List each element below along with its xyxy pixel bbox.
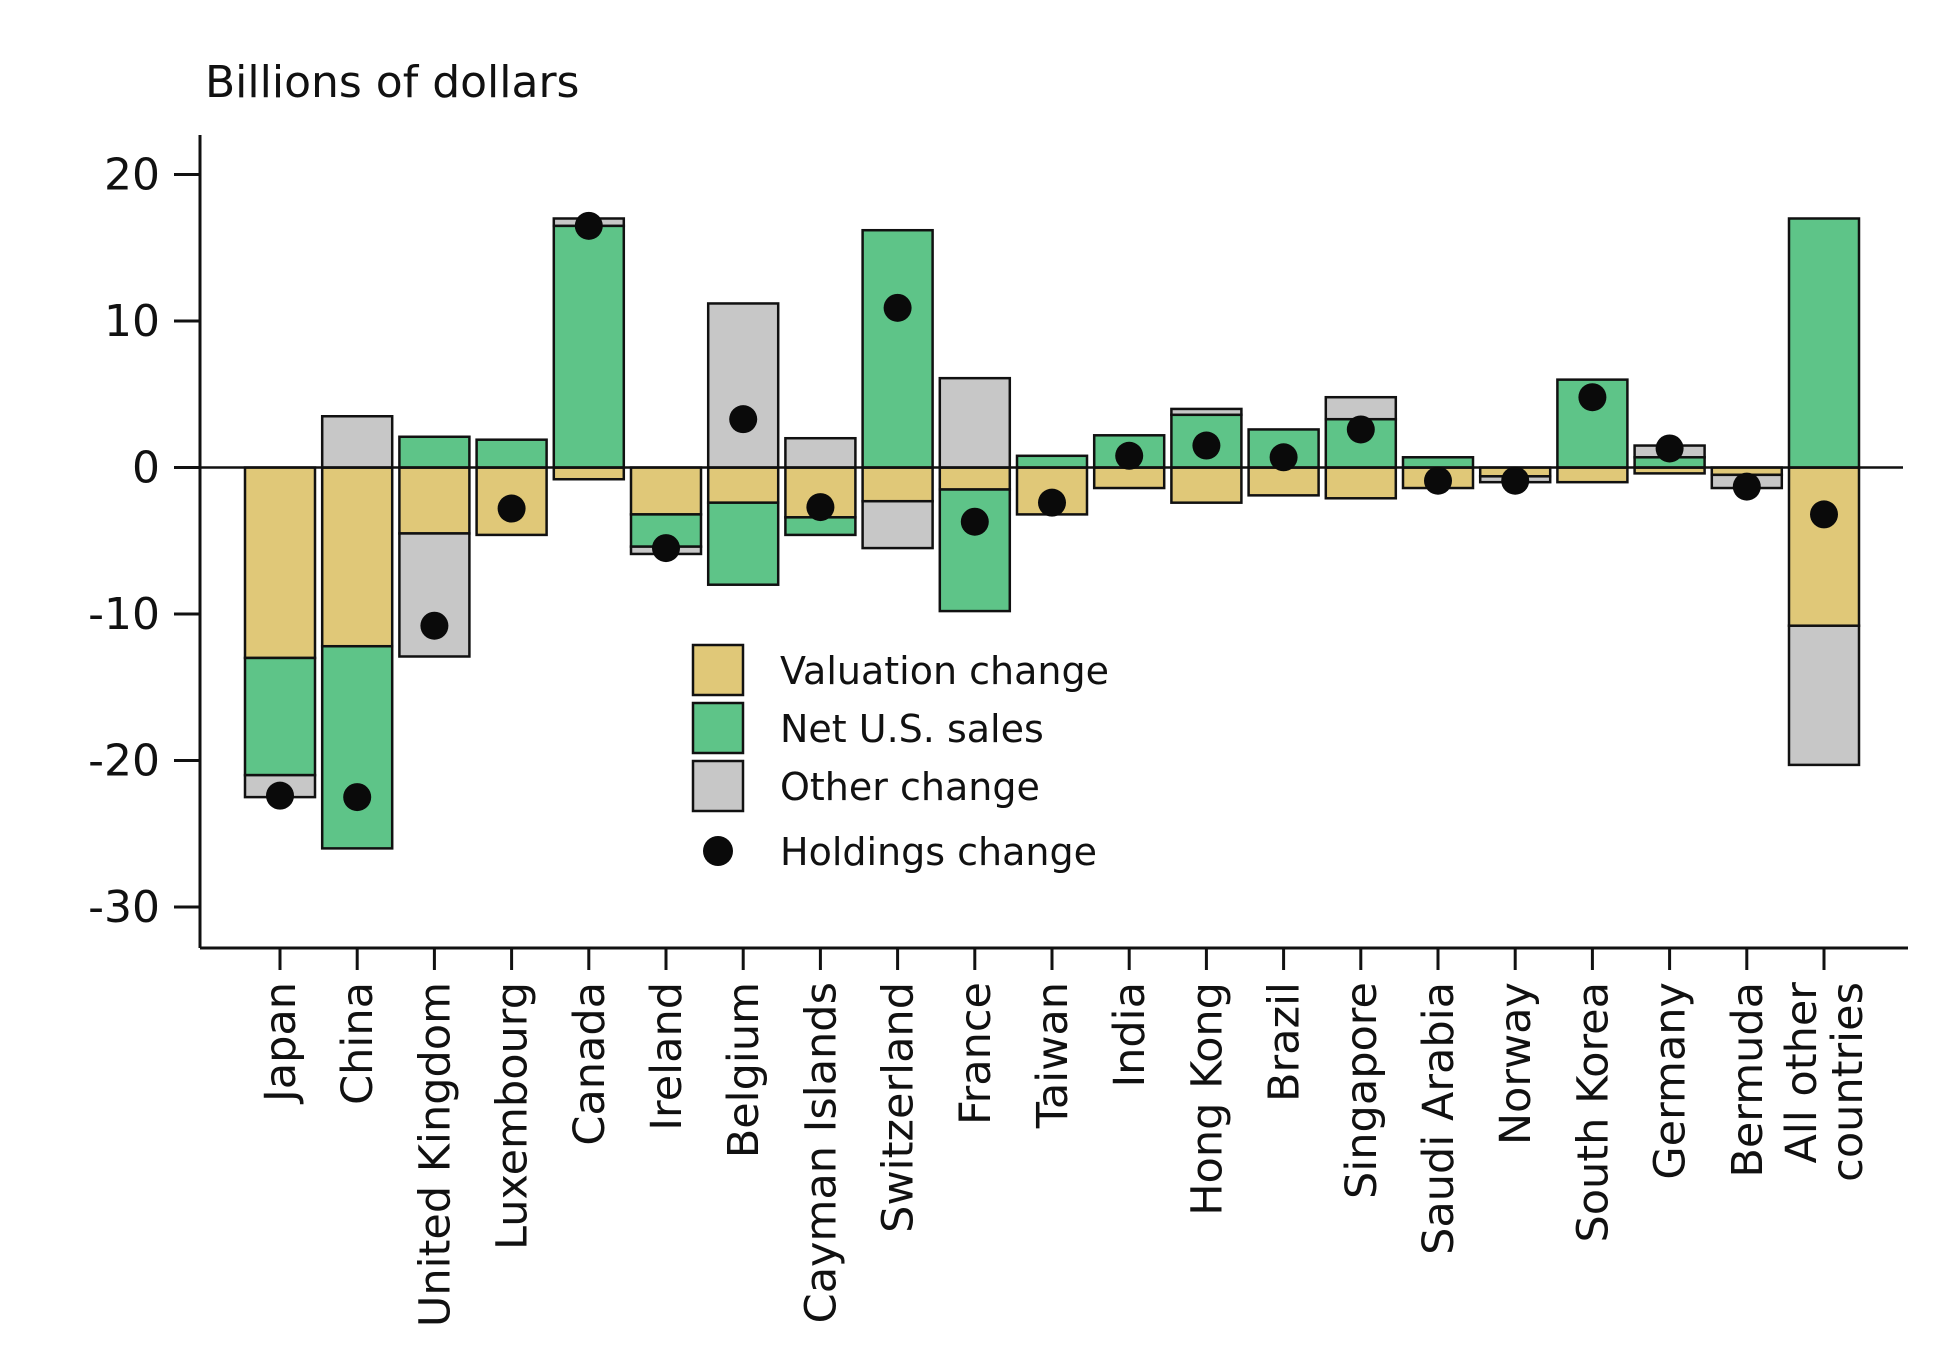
x-category-label: Luxembourg <box>488 982 538 1250</box>
x-category-label: France <box>951 982 1001 1125</box>
bar-segment-valuation-change <box>1787 466 1861 627</box>
holdings-dot <box>497 494 526 523</box>
holdings-dot <box>1578 383 1607 412</box>
x-category-label: Switzerland <box>874 982 924 1233</box>
bar-segment-valuation-change <box>629 466 703 516</box>
x-category-label: Brazil <box>1260 982 1310 1102</box>
holdings-dot <box>1115 441 1144 470</box>
bar-segment-net-u-s-sales <box>861 228 934 469</box>
bar-segment-net-u-s-sales <box>552 224 626 469</box>
holdings-dot <box>1732 472 1761 501</box>
holdings-dot <box>1038 488 1066 517</box>
bar-segment-net-u-s-sales <box>1787 217 1861 469</box>
holdings-dot <box>420 611 449 640</box>
y-tick-label: -30 <box>88 882 160 933</box>
holdings-dot <box>343 783 372 812</box>
legend-label-valuation-change: Valuation change <box>780 649 1109 693</box>
holdings-dot <box>652 534 680 563</box>
legend: Valuation change Net U.S. sales Other chan… <box>691 643 1109 874</box>
bar-segment-net-u-s-sales <box>1015 454 1089 469</box>
legend-dot-holdings-change <box>703 836 733 866</box>
x-category-label: Hong Kong <box>1182 982 1232 1216</box>
bar-segment-other-change <box>784 436 857 469</box>
bar-segment-valuation-change <box>1092 466 1166 490</box>
y-tick-label: -10 <box>88 589 160 640</box>
bar-segment-other-change <box>861 499 934 550</box>
bar-segment-valuation-change <box>243 466 317 660</box>
x-category-label: Germany <box>1646 982 1696 1180</box>
x-category-label: Cayman Islands <box>796 982 846 1323</box>
bar-segment-other-change <box>1170 407 1243 417</box>
y-tick-label: -20 <box>88 735 160 786</box>
bar-segment-net-u-s-sales <box>938 488 1012 613</box>
bar-segment-valuation-change <box>552 466 626 481</box>
bar-segment-other-change <box>938 376 1012 469</box>
legend-label-other-change: Other change <box>780 765 1040 809</box>
x-category-label: Taiwan <box>1028 982 1078 1129</box>
bar-segment-other-change <box>706 302 780 469</box>
bar-segment-valuation-change <box>861 466 934 503</box>
y-tick-label: 10 <box>104 296 160 347</box>
chart-title: Billions of dollars <box>205 57 579 108</box>
x-category-label: countries <box>1823 982 1873 1182</box>
x-category-label: Saudi Arabia <box>1414 982 1464 1255</box>
holdings-dot <box>266 781 294 810</box>
bar-segment-valuation-change <box>398 466 471 535</box>
legend-label-net-u-s-sales: Net U.S. sales <box>780 707 1044 751</box>
bar-segment-valuation-change <box>1170 466 1243 504</box>
legend-label-holdings-change: Holdings change <box>780 830 1097 874</box>
holdings-dot <box>1501 466 1530 495</box>
x-category-label: Bermuda <box>1723 982 1773 1178</box>
bar-segment-valuation-change <box>1324 466 1398 500</box>
holdings-dot <box>1192 431 1221 460</box>
legend-swatch-net-u-s-sales <box>691 701 745 755</box>
holdings-dot <box>1346 415 1375 444</box>
bar-segment-valuation-change <box>1247 466 1320 497</box>
bar-segment-net-u-s-sales <box>320 644 394 850</box>
x-category-label: China <box>333 982 383 1105</box>
holdings-dot <box>806 493 835 522</box>
y-tick-label: 20 <box>104 150 160 201</box>
x-category-label: All other <box>1777 982 1827 1164</box>
holdings-dot <box>1810 500 1838 529</box>
bar-segment-other-change <box>1787 624 1861 767</box>
bar-segment-net-u-s-sales <box>243 656 317 777</box>
bar-segment-other-change <box>320 415 394 469</box>
bar-segment-valuation-change <box>320 466 394 648</box>
plot-area <box>200 217 1903 850</box>
x-category-label: Singapore <box>1337 982 1387 1199</box>
y-tick-label: 0 <box>132 443 160 494</box>
bar-segment-net-u-s-sales <box>398 435 471 469</box>
holdings-dot <box>729 405 758 434</box>
x-category-label: United Kingdom <box>410 982 460 1327</box>
x-category-label: Belgium <box>719 982 769 1158</box>
bar-segment-valuation-change <box>1556 466 1629 484</box>
bar-segment-net-u-s-sales <box>1401 456 1475 469</box>
bar-segment-valuation-change <box>706 466 780 504</box>
x-category-label: India <box>1105 982 1155 1088</box>
holdings-dot <box>574 211 603 240</box>
holdings-dot <box>883 293 912 322</box>
x-category-label: Japan <box>256 982 306 1105</box>
bar-segment-valuation-change <box>938 466 1012 491</box>
holdings-dot <box>960 507 989 536</box>
holdings-dot <box>1424 466 1452 495</box>
holdings-dot <box>1269 443 1298 472</box>
holdings-dot <box>1655 434 1684 463</box>
x-category-label: Ireland <box>642 982 692 1131</box>
holdings-dots-layer <box>266 211 1838 812</box>
legend-swatch-valuation-change <box>691 643 745 697</box>
bar-segment-net-u-s-sales <box>475 438 548 469</box>
bar-segment-net-u-s-sales <box>706 501 780 586</box>
axes-layer: 20 10 0 -10 -20 -30 Japan China United Kingdom Lu… <box>88 135 1908 1327</box>
x-category-label: Canada <box>565 982 615 1146</box>
x-category-label: South Korea <box>1568 982 1618 1243</box>
x-category-label: Norway <box>1491 982 1541 1145</box>
legend-swatch-other-change <box>691 759 745 813</box>
